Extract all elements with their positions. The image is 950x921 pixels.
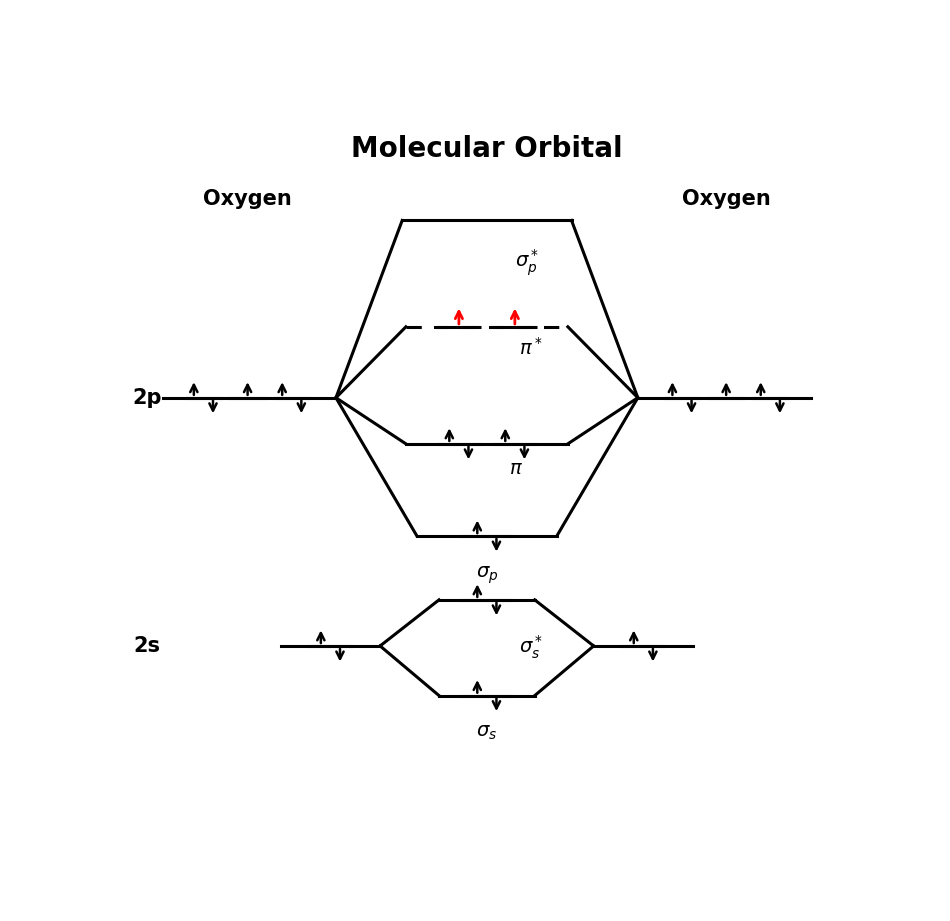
Text: 2s: 2s [133, 635, 161, 656]
Text: Molecular Orbital: Molecular Orbital [352, 135, 622, 163]
Text: Oxygen: Oxygen [203, 189, 292, 209]
Text: $\pi$: $\pi$ [509, 460, 523, 478]
Text: $\sigma_p$: $\sigma_p$ [476, 565, 498, 586]
Text: $\sigma_p^*$: $\sigma_p^*$ [515, 248, 540, 278]
Text: $\sigma_s$: $\sigma_s$ [476, 723, 498, 741]
Text: Oxygen: Oxygen [682, 189, 770, 209]
Text: $\pi^*$: $\pi^*$ [520, 337, 542, 359]
Text: $\sigma_s^*$: $\sigma_s^*$ [519, 634, 543, 661]
Text: 2p: 2p [132, 388, 162, 408]
